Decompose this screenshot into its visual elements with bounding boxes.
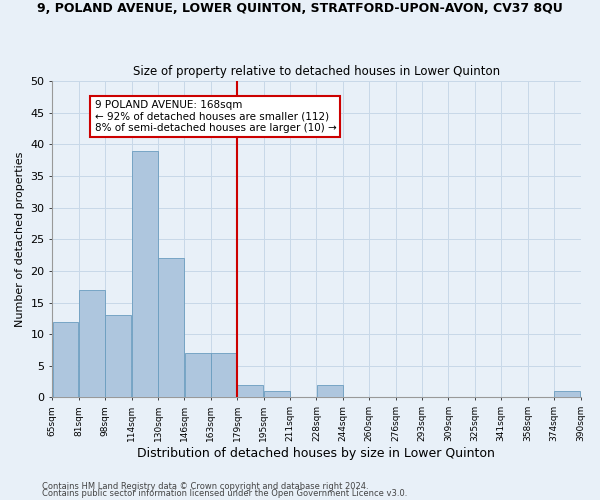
Bar [185,353,211,398]
X-axis label: Distribution of detached houses by size in Lower Quinton: Distribution of detached houses by size … [137,447,496,460]
Bar [132,150,158,398]
Bar [317,385,343,398]
Bar [554,391,580,398]
Y-axis label: Number of detached properties: Number of detached properties [15,152,25,327]
Text: Contains public sector information licensed under the Open Government Licence v3: Contains public sector information licen… [42,490,407,498]
Text: Contains HM Land Registry data © Crown copyright and database right 2024.: Contains HM Land Registry data © Crown c… [42,482,368,491]
Text: 9 POLAND AVENUE: 168sqm
← 92% of detached houses are smaller (112)
8% of semi-de: 9 POLAND AVENUE: 168sqm ← 92% of detache… [95,100,337,133]
Text: 9, POLAND AVENUE, LOWER QUINTON, STRATFORD-UPON-AVON, CV37 8QU: 9, POLAND AVENUE, LOWER QUINTON, STRATFO… [37,2,563,16]
Title: Size of property relative to detached houses in Lower Quinton: Size of property relative to detached ho… [133,66,500,78]
Bar [211,353,237,398]
Bar [79,290,105,398]
Bar [238,385,263,398]
Bar [53,322,79,398]
Bar [264,391,290,398]
Bar [158,258,184,398]
Bar [106,315,131,398]
